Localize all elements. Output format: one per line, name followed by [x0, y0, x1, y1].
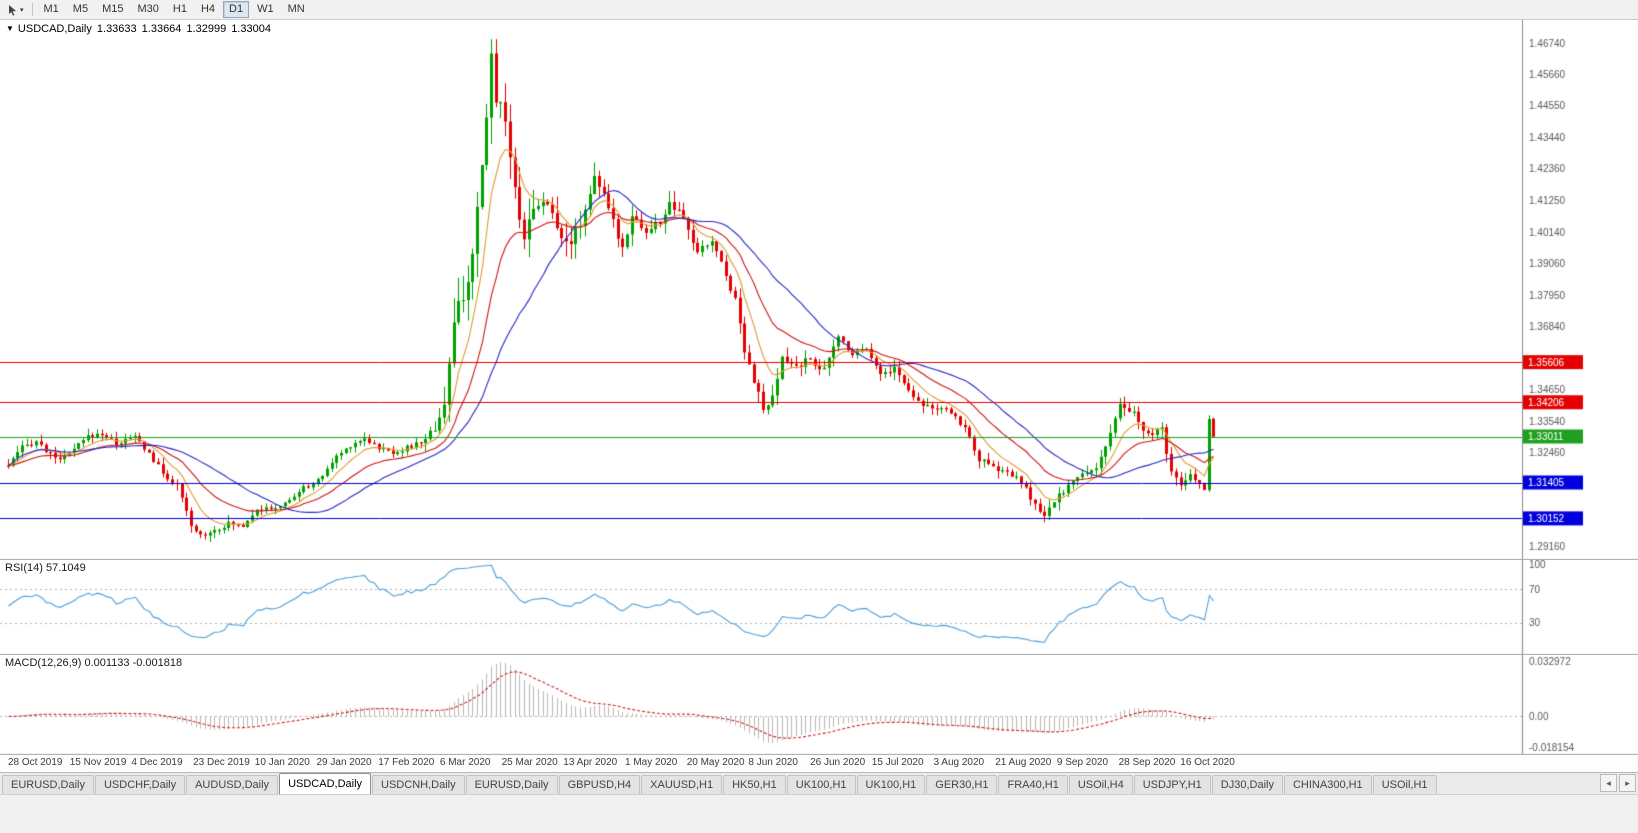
collapse-chart-icon[interactable]: ▼	[6, 24, 14, 33]
time-axis-label: 28 Oct 2019	[8, 757, 63, 768]
chart-tab-gbpusd-h4[interactable]: GBPUSD,H4	[558, 775, 641, 794]
chart-tab-dj30-daily[interactable]: DJ30,Daily	[1211, 775, 1283, 794]
time-axis-label: 28 Sep 2020	[1118, 757, 1176, 768]
time-axis-label: 13 Apr 2020	[563, 757, 618, 768]
time-axis-label: 9 Sep 2020	[1056, 757, 1109, 768]
time-axis-label: 15 Nov 2019	[69, 757, 127, 768]
chart-tab-usoil-h4[interactable]: USOil,H4	[1068, 775, 1133, 794]
chart-tab-china300-h1[interactable]: CHINA300,H1	[1283, 775, 1372, 794]
time-axis-label: 4 Dec 2019	[131, 757, 183, 768]
timeframe-buttons: M1 M5 M15 M30 H1 H4 D1 W1 MN	[38, 1, 311, 18]
toolbar-separator	[31, 3, 33, 16]
chart-tab-hk50-h1[interactable]: HK50,H1	[723, 775, 786, 794]
timeframe-button-m5[interactable]: M5	[72, 3, 89, 15]
time-axis-label: 16 Oct 2020	[1180, 757, 1235, 768]
tab-scroll-right-icon[interactable]: ▸	[1619, 774, 1636, 792]
dropdown-caret-icon: ▾	[20, 6, 24, 14]
time-axis-label: 3 Aug 2020	[933, 757, 985, 768]
status-strip	[0, 794, 1638, 833]
timeframe-button-h1[interactable]: H1	[172, 3, 187, 15]
timeframe-button-m15[interactable]: M15	[102, 3, 124, 15]
cursor-arrow-icon	[9, 4, 16, 16]
chart-tab-eurusd-daily[interactable]: EURUSD,Daily	[2, 775, 94, 794]
ohlc-open: 1.33633	[96, 23, 137, 35]
macd-label: MACD(12,26,9) 0.001133 -0.001818	[5, 657, 183, 669]
time-axis-label: 26 Jun 2020	[810, 757, 866, 768]
time-axis[interactable]: 28 Oct 2019 15 Nov 2019 4 Dec 2019 23 Dec 2…	[0, 755, 1638, 772]
time-axis-label: 8 Jun 2020	[748, 757, 798, 768]
rsi-label: RSI(14) 57.1049	[5, 562, 86, 574]
time-axis-label: 20 May 2020	[686, 757, 745, 768]
price-chart-canvas[interactable]	[0, 20, 1638, 560]
ohlc-high: 1.33664	[141, 23, 182, 35]
chart-tab-audusd-daily[interactable]: AUDUSD,Daily	[186, 775, 279, 794]
timeframe-button-d1[interactable]: D1	[223, 1, 250, 18]
time-axis-label: 1 May 2020	[625, 757, 678, 768]
chart-tab-usdchf-daily[interactable]: USDCHF,Daily	[94, 775, 186, 794]
chart-tab-usdjpy-h1[interactable]: USDJPY,H1	[1133, 775, 1211, 794]
chart-tab-usdcad-daily[interactable]: USDCAD,Daily	[279, 773, 372, 794]
time-axis-label: 21 Aug 2020	[995, 757, 1052, 768]
chart-title: ▼ USDCAD,Daily 1.33633 1.33664 1.32999 1.3300…	[6, 23, 271, 35]
chart-tab-ger30-h1[interactable]: GER30,H1	[926, 775, 998, 794]
chart-tab-bar: EURUSD,Daily USDCHF,Daily AUDUSD,Daily USDC…	[0, 772, 1638, 794]
tab-scroll-left-icon[interactable]: ◂	[1600, 774, 1617, 792]
tab-scroll-arrows: ◂ ▸	[1600, 774, 1636, 792]
ohlc-low: 1.32999	[186, 23, 227, 35]
chart-tab-strip: EURUSD,Daily USDCHF,Daily AUDUSD,Daily USDC…	[0, 773, 1638, 794]
price-chart-pane: ▼ USDCAD,Daily 1.33633 1.33664 1.32999 1.3300…	[0, 20, 1638, 560]
chart-tab-fra40-h1[interactable]: FRA40,H1	[998, 775, 1068, 794]
chart-tab-usoil-h1[interactable]: USOil,H1	[1372, 775, 1437, 794]
macd-canvas[interactable]	[0, 655, 1638, 755]
time-axis-label: 6 Mar 2020	[439, 757, 491, 768]
chart-tab-uk100-h1[interactable]: UK100,H1	[786, 775, 856, 794]
timeframe-toolbar: ▾ M1 M5 M15 M30 H1 H4 D1 W1 MN	[0, 0, 1638, 20]
time-axis-label: 25 Mar 2020	[501, 757, 558, 768]
rsi-canvas[interactable]	[0, 560, 1638, 655]
timeframe-button-m1[interactable]: M1	[43, 3, 59, 15]
chart-tab-usdcnh-daily[interactable]: USDCNH,Daily	[372, 775, 465, 794]
time-axis-label: 17 Feb 2020	[378, 757, 435, 768]
chart-symbol: USDCAD,Daily	[17, 23, 92, 35]
rsi-indicator-pane: RSI(14) 57.1049	[0, 560, 1638, 655]
cursor-tool-button[interactable]: ▾	[4, 3, 27, 17]
chart-tab-uk100-h1[interactable]: UK100,H1	[856, 775, 926, 794]
timeframe-button-mn[interactable]: MN	[287, 3, 305, 15]
chart-tab-xauusd-h1[interactable]: XAUUSD,H1	[641, 775, 723, 794]
time-axis-label: 15 Jul 2020	[871, 757, 924, 768]
timeframe-button-w1[interactable]: W1	[257, 3, 274, 15]
time-axis-label: 23 Dec 2019	[193, 757, 250, 768]
macd-indicator-pane: MACD(12,26,9) 0.001133 -0.001818	[0, 655, 1638, 755]
time-axis-label: 10 Jan 2020	[254, 757, 310, 768]
timeframe-button-h4[interactable]: H4	[200, 3, 216, 15]
ohlc-close: 1.33004	[231, 23, 271, 35]
time-axis-label: 29 Jan 2020	[316, 757, 372, 768]
timeframe-button-m30[interactable]: M30	[137, 3, 159, 15]
chart-tab-eurusd-daily[interactable]: EURUSD,Daily	[465, 775, 558, 794]
